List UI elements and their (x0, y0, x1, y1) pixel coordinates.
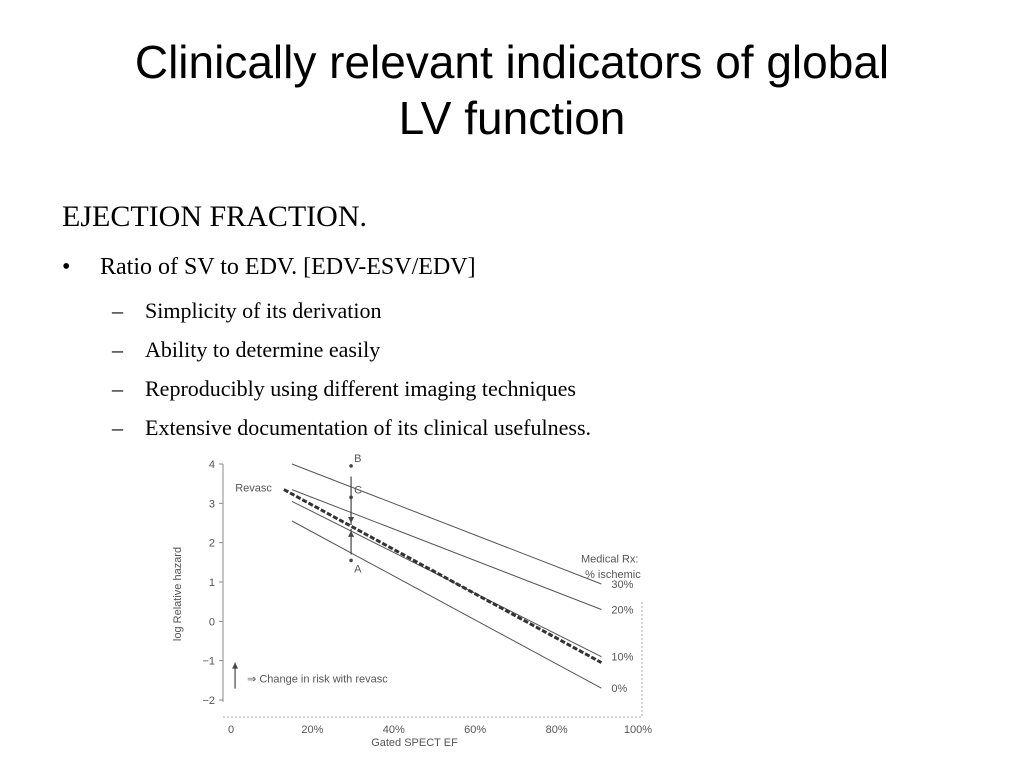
y-tick-label: 0 (209, 616, 215, 628)
y-tick-label: 3 (209, 498, 215, 510)
x-tick-label: 60% (464, 724, 486, 736)
bullet-text: Ratio of SV to EDV. [EDV-ESV/EDV] (100, 254, 476, 280)
point-label: C (354, 484, 362, 496)
series-label: 0% (611, 683, 627, 695)
sub-bullet-item: – Ability to determine easily (112, 335, 591, 374)
series-label: 20% (611, 605, 633, 617)
risk-arrow-head (348, 517, 355, 523)
sub-bullet-marker: – (112, 376, 123, 401)
revasc-label: Revasc (235, 483, 272, 495)
sub-bullet-marker: – (112, 337, 123, 362)
sub-bullet-item: – Simplicity of its derivation (112, 296, 591, 335)
hazard-chart: −2 −1 0 1 2 3 4 0 20% 40% 60% 80% 100% Gated SPECT EF… (172, 453, 652, 748)
sub-bullet-item: – Reproducibly using different imaging te… (112, 374, 591, 413)
slide-title: Clinically relevant indicators of global… (40, 34, 984, 146)
legend-subtitle: % ischemic (585, 569, 641, 581)
x-tick-label: 20% (301, 724, 323, 736)
slide-title-line-2: LV function (398, 92, 626, 144)
point-marker (349, 464, 353, 468)
risk-arrow-head (348, 530, 355, 537)
point-label: B (354, 453, 361, 465)
legend-arrow-head (232, 662, 239, 669)
series-label: 10% (611, 652, 633, 664)
point-label: A (354, 563, 362, 575)
sub-bullet-item: – Extensive documentation of its clinical… (112, 413, 591, 452)
y-tick-label: −2 (202, 695, 215, 707)
series-line (291, 489, 602, 610)
series-line (291, 463, 602, 585)
legend-title: Medical Rx: (581, 553, 638, 565)
bullet-marker: • (62, 254, 71, 280)
y-tick-label: 1 (209, 577, 215, 589)
bullet-item: • Ratio of SV to EDV. [EDV-ESV/EDV] (62, 254, 476, 281)
x-tick-label: 40% (383, 724, 405, 736)
sub-bullet-text: Simplicity of its derivation (145, 298, 382, 323)
y-tick-label: 4 (209, 459, 215, 471)
sub-bullet-marker: – (112, 298, 123, 323)
x-tick-label: 80% (546, 724, 568, 736)
x-axis-label: Gated SPECT EF (371, 737, 458, 748)
sub-bullet-list: – Simplicity of its derivation – Ability t… (112, 296, 591, 452)
series-label: 30% (611, 579, 633, 591)
y-axis-label: log Relative hazard (172, 547, 184, 641)
sub-bullet-marker: – (112, 415, 123, 440)
x-tick-label: 0 (228, 724, 234, 736)
y-tick-label: −1 (202, 656, 215, 668)
sub-bullet-text: Ability to determine easily (145, 337, 381, 362)
section-heading: EJECTION FRACTION. (62, 200, 367, 233)
sub-bullet-text: Reproducibly using different imaging tec… (145, 376, 576, 401)
arrow-legend-text: ⇒ Change in risk with revasc (247, 674, 388, 686)
y-tick-label: 2 (209, 538, 215, 550)
sub-bullet-text: Extensive documentation of its clinical … (145, 415, 592, 440)
series-line (291, 520, 602, 689)
point-marker (349, 558, 353, 563)
slide-title-line-1: Clinically relevant indicators of global (134, 36, 890, 88)
series-line (283, 488, 603, 664)
x-tick-label: 100% (624, 724, 652, 736)
